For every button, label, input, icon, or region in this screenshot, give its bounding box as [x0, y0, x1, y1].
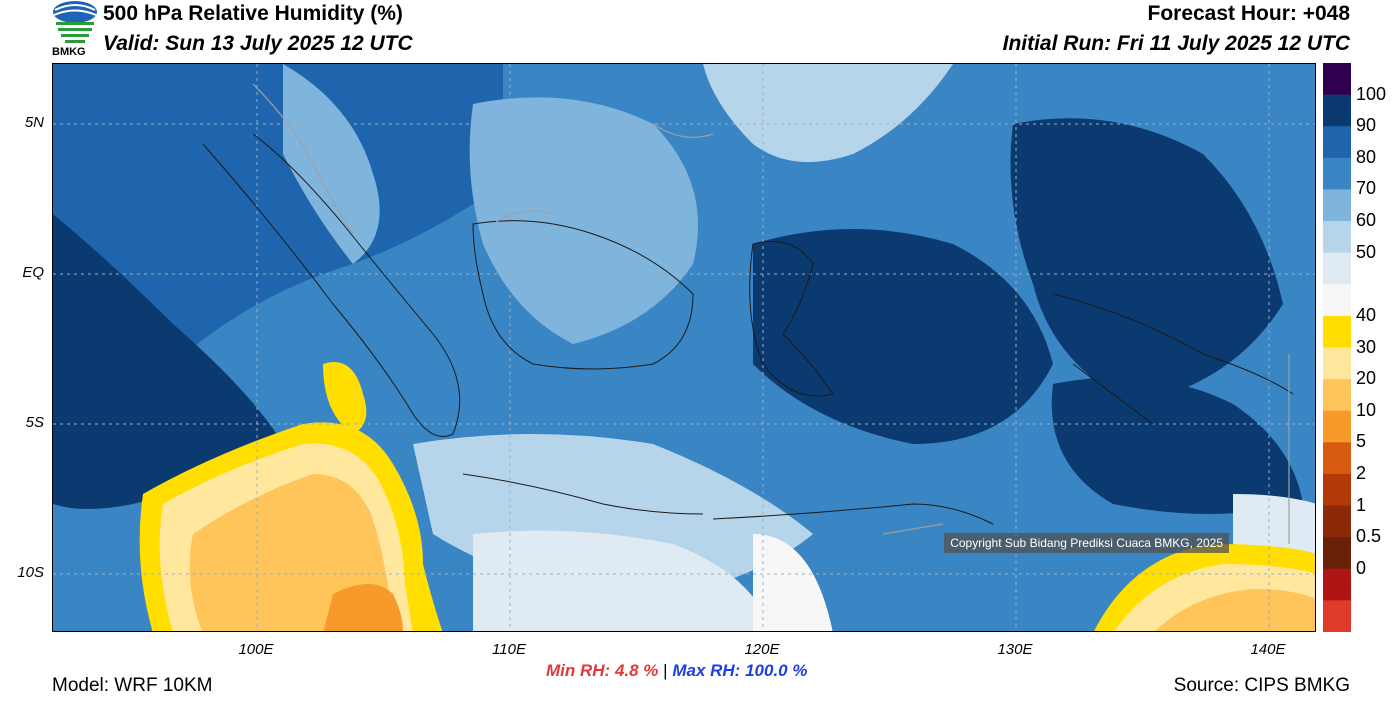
lon-label-120e: 120E: [744, 641, 780, 658]
colorbar-label: 80: [1356, 146, 1377, 167]
lat-label-eq: EQ: [22, 264, 44, 281]
initial-run: Initial Run: Fri 11 July 2025 12 UTC: [1002, 32, 1350, 55]
map-title: 500 hPa Relative Humidity (%): [103, 2, 403, 25]
colorbar-label: 1: [1356, 494, 1367, 515]
colorbar-swatch: [1323, 505, 1351, 538]
min-rh-value: 4.8 %: [614, 661, 659, 680]
colorbar-label: 30: [1356, 336, 1377, 357]
colorbar-swatches: [1323, 63, 1351, 633]
max-rh-label: Max RH:: [672, 661, 741, 680]
colorbar-swatch: [1323, 315, 1351, 348]
lat-label-10s: 10S: [17, 564, 44, 581]
colorbar-label: 20: [1356, 368, 1377, 389]
colorbar-swatch: [1323, 347, 1351, 380]
stats-separator: |: [663, 661, 668, 680]
bmkg-logo: [50, 0, 100, 60]
lat-label-5n: 5N: [24, 114, 44, 131]
colorbar-swatch: [1323, 410, 1351, 443]
colorbar-label: 10: [1356, 399, 1377, 420]
colorbar-swatch: [1323, 126, 1351, 159]
colorbar-swatch: [1323, 568, 1351, 601]
colorbar-label: 50: [1356, 241, 1377, 262]
rh-stats: Min RH: 4.8 % | Max RH: 100.0 %: [546, 661, 807, 681]
lon-label-140e: 140E: [1250, 641, 1286, 658]
humidity-field: [53, 64, 1315, 631]
colorbar-swatch: [1323, 63, 1351, 96]
colorbar-label: 0.5: [1356, 526, 1382, 547]
colorbar-swatch: [1323, 537, 1351, 570]
colorbar-swatch: [1323, 157, 1351, 190]
colorbar-label: 2: [1356, 462, 1367, 483]
colorbar-swatch: [1323, 94, 1351, 127]
model-label: Model: WRF 10KM: [52, 675, 213, 696]
colorbar-swatch: [1323, 252, 1351, 285]
colorbar-label: 90: [1356, 115, 1377, 136]
max-rh-value: 100.0 %: [745, 661, 808, 680]
colorbar-label: 40: [1356, 304, 1377, 325]
colorbar-label: 0: [1356, 557, 1367, 578]
valid-time: Valid: Sun 13 July 2025 12 UTC: [103, 32, 413, 55]
colorbar-label: 60: [1356, 210, 1377, 231]
humidity-map: Copyright Sub Bidang Prediksi Cuaca BMKG…: [52, 63, 1316, 632]
copyright-notice: Copyright Sub Bidang Prediksi Cuaca BMKG…: [944, 533, 1229, 553]
colorbar-swatch: [1323, 221, 1351, 254]
source-label: Source: CIPS BMKG: [1173, 675, 1350, 696]
lon-label-130e: 130E: [997, 641, 1033, 658]
lon-label-100e: 100E: [238, 641, 274, 658]
colorbar-swatch: [1323, 189, 1351, 222]
colorbar-swatch: [1323, 284, 1351, 317]
lat-label-5s: 5S: [25, 414, 44, 431]
colorbar-label: 100: [1356, 83, 1387, 104]
forecast-hour: Forecast Hour: +048: [1147, 2, 1351, 25]
lon-label-110e: 110E: [492, 641, 526, 658]
colorbar-swatch: [1323, 442, 1351, 475]
colorbar-swatch: [1323, 473, 1351, 507]
min-rh-label: Min RH:: [546, 661, 611, 680]
colorbar-swatch: [1323, 600, 1351, 633]
colorbar-label: 5: [1356, 431, 1367, 452]
colorbar-swatch: [1323, 379, 1351, 412]
colorbar: [1323, 63, 1351, 633]
colorbar-label: 70: [1356, 178, 1377, 199]
logo-text: BMKG: [52, 46, 86, 58]
